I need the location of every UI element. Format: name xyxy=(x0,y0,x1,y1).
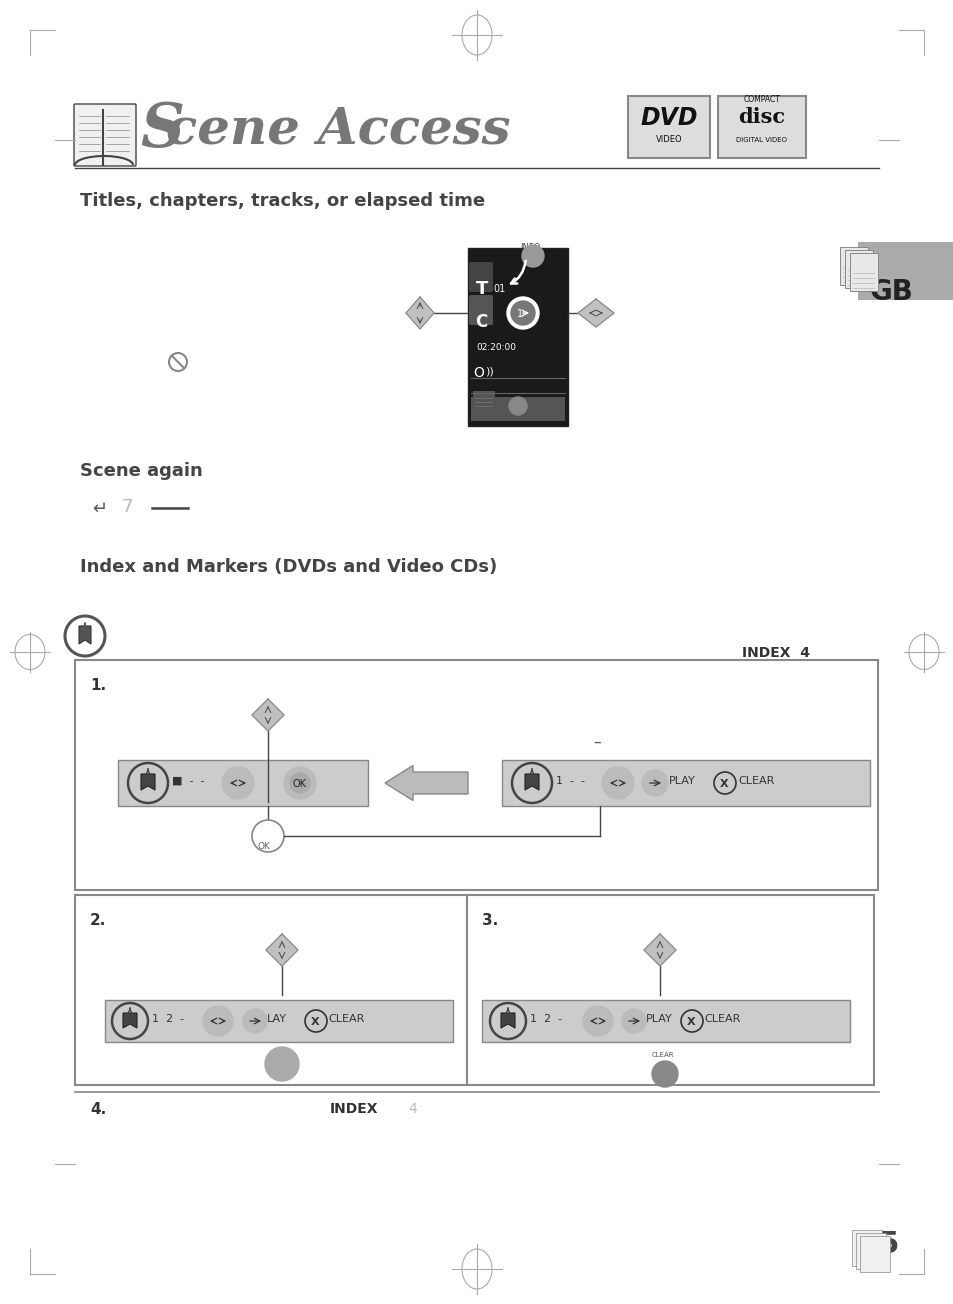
Bar xyxy=(471,396,564,421)
Text: INDEX: INDEX xyxy=(330,1102,378,1116)
Bar xyxy=(75,895,467,1085)
Circle shape xyxy=(511,301,535,325)
Text: 1: 1 xyxy=(517,309,522,319)
Text: INDEX  4: INDEX 4 xyxy=(741,645,809,660)
Bar xyxy=(501,760,869,806)
Text: T: T xyxy=(476,280,488,299)
Bar xyxy=(473,391,495,406)
Circle shape xyxy=(601,767,634,799)
Circle shape xyxy=(222,767,253,799)
Circle shape xyxy=(651,1061,678,1088)
Text: VIDEO: VIDEO xyxy=(655,136,681,145)
Text: X: X xyxy=(686,1017,695,1028)
Text: Scene again: Scene again xyxy=(80,462,203,480)
Bar xyxy=(849,253,877,291)
Text: disc: disc xyxy=(738,107,784,126)
Circle shape xyxy=(290,773,310,793)
Text: AV: AV xyxy=(656,1061,666,1071)
Circle shape xyxy=(506,297,538,329)
Text: 1  2  -: 1 2 - xyxy=(152,1015,184,1024)
Circle shape xyxy=(521,245,543,267)
Text: 1  -  -: 1 - - xyxy=(556,776,584,786)
Text: ■  -  -: ■ - - xyxy=(172,776,204,786)
Text: 4: 4 xyxy=(408,1102,416,1116)
Bar xyxy=(855,1234,885,1269)
Bar xyxy=(851,1230,882,1266)
Bar xyxy=(118,760,368,806)
Text: DIGITAL VIDEO: DIGITAL VIDEO xyxy=(736,137,786,143)
Text: C: C xyxy=(475,313,487,331)
Text: 15: 15 xyxy=(857,1230,900,1258)
Text: CLEAR: CLEAR xyxy=(738,776,774,786)
Text: 2.: 2. xyxy=(90,913,107,928)
Bar xyxy=(840,246,867,286)
Circle shape xyxy=(284,767,315,799)
Text: PLAY: PLAY xyxy=(668,776,695,786)
Text: X: X xyxy=(720,778,728,789)
Circle shape xyxy=(509,396,526,415)
Text: 01: 01 xyxy=(493,284,505,293)
FancyBboxPatch shape xyxy=(74,104,136,166)
Text: GB: GB xyxy=(869,278,913,306)
Text: X: X xyxy=(311,1017,319,1028)
Bar xyxy=(627,96,709,158)
Text: 1  2  -: 1 2 - xyxy=(530,1015,561,1024)
Circle shape xyxy=(203,1005,233,1035)
Text: ↵: ↵ xyxy=(91,499,107,518)
Bar xyxy=(844,250,872,288)
Text: –: – xyxy=(593,735,600,750)
Polygon shape xyxy=(406,297,434,329)
Text: DVD: DVD xyxy=(639,106,697,130)
Text: 7: 7 xyxy=(122,498,133,516)
Polygon shape xyxy=(266,934,297,966)
Text: 1.: 1. xyxy=(90,678,106,692)
Circle shape xyxy=(243,1009,267,1033)
Circle shape xyxy=(641,769,667,795)
Text: CLEAR: CLEAR xyxy=(703,1015,740,1024)
Text: )): )) xyxy=(484,366,494,376)
FancyBboxPatch shape xyxy=(469,262,493,292)
Text: CLEAR: CLEAR xyxy=(328,1015,364,1024)
Text: INFO: INFO xyxy=(519,243,539,252)
Bar xyxy=(467,895,873,1085)
Polygon shape xyxy=(500,1013,515,1028)
Text: S: S xyxy=(140,100,184,160)
Bar xyxy=(468,248,567,426)
Polygon shape xyxy=(578,299,614,327)
Circle shape xyxy=(621,1009,645,1033)
FancyBboxPatch shape xyxy=(469,295,493,325)
Text: PLAY: PLAY xyxy=(274,1058,290,1063)
Text: CLEAR: CLEAR xyxy=(651,1052,674,1058)
Text: 3.: 3. xyxy=(481,913,497,928)
Text: OK: OK xyxy=(293,778,307,789)
Bar xyxy=(857,243,953,300)
Text: cene Access: cene Access xyxy=(166,106,510,154)
Circle shape xyxy=(265,1047,298,1081)
Bar xyxy=(859,1236,889,1271)
Bar xyxy=(75,660,877,891)
Text: PLAY: PLAY xyxy=(645,1015,672,1024)
Polygon shape xyxy=(643,934,676,966)
Polygon shape xyxy=(79,626,91,644)
FancyArrow shape xyxy=(385,765,468,801)
Circle shape xyxy=(582,1005,613,1035)
Text: Titles, chapters, tracks, or elapsed time: Titles, chapters, tracks, or elapsed tim… xyxy=(80,192,485,210)
Text: 4.: 4. xyxy=(90,1102,106,1118)
Polygon shape xyxy=(252,699,284,732)
Polygon shape xyxy=(123,1013,137,1028)
Bar xyxy=(718,96,805,158)
Text: OK: OK xyxy=(257,842,271,852)
Bar xyxy=(481,1000,849,1042)
Bar xyxy=(105,1000,453,1042)
Text: 02:20:00: 02:20:00 xyxy=(476,343,516,352)
Polygon shape xyxy=(524,775,538,790)
Text: LAY: LAY xyxy=(267,1015,287,1024)
Text: O: O xyxy=(473,366,483,379)
Text: Index and Markers (DVDs and Video CDs): Index and Markers (DVDs and Video CDs) xyxy=(80,558,497,576)
Text: COMPACT: COMPACT xyxy=(742,95,780,104)
Polygon shape xyxy=(141,775,154,790)
